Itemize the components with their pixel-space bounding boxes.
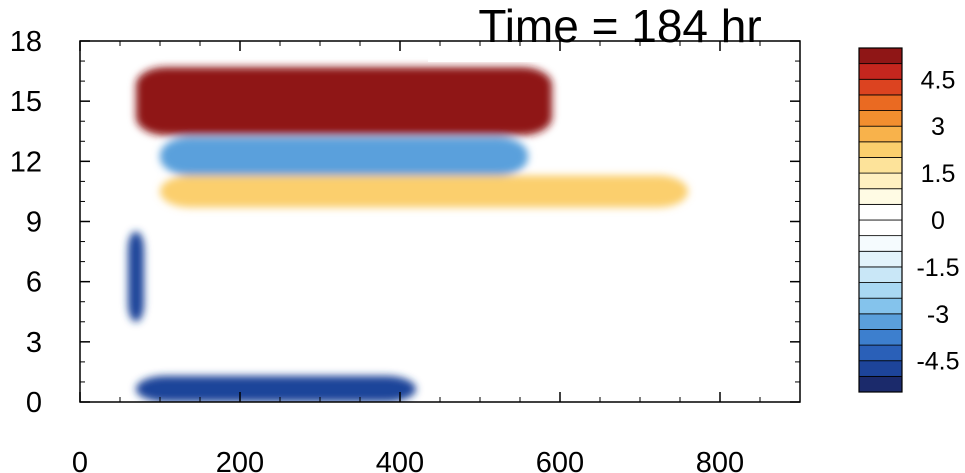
- colorbar-swatch-6: [858, 282, 903, 299]
- colorbar-label-0: 4.5: [921, 66, 956, 94]
- colorbar: 4.5 3 1.5 0 -1.5 -3 -4.5: [858, 47, 960, 393]
- x-tick-label-1: 200: [216, 447, 264, 473]
- colorbar-swatch-10: [858, 219, 903, 237]
- x-tick-label-3: 600: [536, 447, 584, 473]
- colorbar-swatch-16: [858, 125, 903, 143]
- colorbar-swatch-2: [858, 344, 903, 362]
- colorbar-swatch-7: [858, 266, 903, 283]
- colorbar-swatch-3: [858, 329, 903, 346]
- colorbar-swatch-1: [858, 360, 903, 377]
- colorbar-swatch-4: [858, 313, 903, 330]
- colorbar-swatch-21: [858, 47, 903, 65]
- y-tick-label-4: 12: [10, 146, 42, 178]
- heatmap-feature-1: [160, 137, 528, 176]
- colorbar-swatch-5: [858, 297, 903, 315]
- axes: 0 200 400 600 800 0 3 6 9 12 15 18: [10, 26, 801, 473]
- y-tick-label-0: 0: [26, 387, 42, 419]
- colorbar-frame: [858, 47, 903, 393]
- colorbar-swatch-18: [858, 94, 903, 111]
- colorbar-swatch-0: [858, 375, 903, 393]
- y-tick-label-3: 9: [26, 207, 42, 239]
- colorbar-label-3: 0: [931, 207, 945, 235]
- chart-title: Time = 184 hr: [478, 0, 761, 52]
- colorbar-swatch-19: [858, 78, 903, 96]
- colorbar-swatch-15: [858, 141, 903, 158]
- colorbar-label-2: 1.5: [921, 160, 956, 188]
- x-tick-label-0: 0: [72, 447, 88, 473]
- colorbar-swatch-13: [858, 172, 903, 190]
- heatmap-field: [128, 67, 688, 402]
- colorbar-swatch-14: [858, 157, 903, 174]
- x-tick-label-4: 800: [696, 447, 744, 473]
- colorbar-swatch-20: [858, 63, 903, 80]
- colorbar-label-4: -1.5: [916, 254, 959, 282]
- colorbar-swatch-11: [858, 203, 903, 221]
- y-tick-label-6: 18: [10, 26, 42, 58]
- x-tick-label-2: 400: [376, 447, 424, 473]
- colorbar-swatch-8: [858, 250, 903, 268]
- heatmap-feature-0: [136, 67, 552, 136]
- y-tick-label-5: 15: [10, 86, 42, 118]
- colorbar-swatch-12: [858, 188, 903, 205]
- colorbar-swatch-17: [858, 110, 903, 127]
- y-tick-label-1: 3: [26, 327, 42, 359]
- title-background: [428, 0, 800, 62]
- heatmap-feature-4: [128, 231, 144, 322]
- colorbar-swatch-9: [858, 235, 903, 252]
- colorbar-label-6: -4.5: [916, 348, 959, 376]
- colorbar-label-1: 3: [931, 113, 945, 141]
- heatmap-feature-2: [160, 175, 688, 208]
- colorbar-label-5: -3: [927, 301, 949, 329]
- heatmap-feature-3: [136, 375, 416, 402]
- y-tick-label-2: 6: [26, 267, 42, 299]
